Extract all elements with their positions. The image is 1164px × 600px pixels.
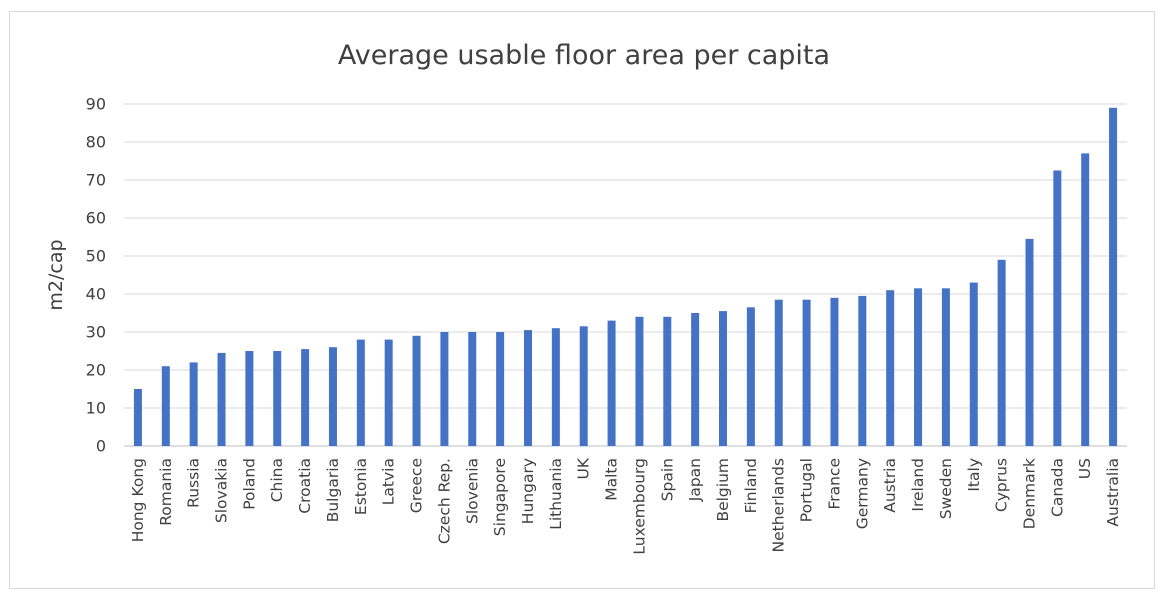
bars (133, 107, 1118, 447)
bar (1081, 153, 1090, 446)
y-axis-ticks: 0 10 20 30 40 50 60 70 80 90 (86, 95, 106, 456)
bar (217, 352, 226, 446)
y-tick-label: 20 (86, 361, 106, 380)
bar (301, 349, 310, 446)
x-tick-label: Ireland (909, 458, 927, 512)
x-tick-label: UK (575, 457, 593, 479)
y-tick-label: 90 (86, 95, 106, 114)
bar (941, 288, 950, 446)
bar (997, 259, 1006, 446)
bar (886, 290, 895, 446)
bar (468, 332, 477, 446)
x-tick-label: US (1076, 458, 1094, 479)
y-tick-label: 80 (86, 133, 106, 152)
x-tick-label: Canada (1048, 458, 1066, 517)
y-tick-label: 0 (96, 437, 106, 456)
bar (1109, 107, 1118, 447)
bar (356, 339, 365, 446)
bar (858, 295, 867, 446)
x-tick-label: Bulgaria (324, 458, 342, 522)
bar (273, 351, 282, 446)
x-tick-label: Hong Kong (129, 458, 147, 542)
bar (746, 307, 755, 446)
bar (830, 297, 839, 446)
x-tick-label: Poland (240, 458, 258, 510)
x-tick-label: Greece (408, 458, 426, 513)
x-tick-label: Austria (881, 458, 899, 513)
bar (523, 330, 532, 446)
bar (328, 347, 337, 446)
y-tick-label: 60 (86, 209, 106, 228)
bar (496, 332, 505, 446)
x-tick-label: Belgium (714, 458, 732, 522)
x-tick-label: Malta (603, 458, 621, 501)
gridlines (124, 103, 1127, 447)
x-tick-label: Japan (686, 458, 704, 502)
x-tick-label: Hungary (519, 458, 537, 524)
bar (189, 362, 198, 446)
bar (412, 335, 421, 446)
x-tick-label: France (825, 458, 843, 510)
x-tick-label: Singapore (491, 458, 509, 536)
x-tick-label: Netherlands (770, 458, 788, 552)
bar (579, 326, 588, 446)
x-tick-label: Latvia (380, 458, 398, 505)
bar (1025, 238, 1034, 446)
y-tick-label: 10 (86, 399, 106, 418)
bar (133, 389, 142, 446)
x-tick-label: Russia (185, 458, 203, 508)
x-tick-label: Denmark (1020, 458, 1038, 529)
x-tick-label: Slovakia (213, 458, 231, 523)
x-tick-label: Australia (1104, 458, 1122, 527)
bar (245, 351, 254, 446)
bar (635, 316, 644, 446)
x-tick-label: Italy (965, 458, 983, 492)
y-tick-label: 70 (86, 171, 106, 190)
x-tick-label: Croatia (296, 458, 314, 514)
x-tick-label: Portugal (798, 458, 816, 522)
y-tick-label: 30 (86, 323, 106, 342)
bar (719, 311, 728, 446)
x-tick-label: Finland (742, 458, 760, 513)
x-tick-label: Spain (658, 458, 676, 501)
bar (774, 299, 783, 446)
y-tick-label: 40 (86, 285, 106, 304)
x-tick-label: Germany (853, 458, 871, 529)
bar (663, 316, 672, 446)
y-axis-label: m2/cap (45, 239, 67, 310)
bar (691, 313, 700, 446)
x-tick-label: Luxembourg (630, 458, 648, 555)
bar (161, 366, 170, 446)
y-tick-label: 50 (86, 247, 106, 266)
bar (551, 328, 560, 446)
x-tick-label: Slovenia (463, 458, 481, 524)
x-tick-label: Estonia (352, 458, 370, 515)
x-tick-label: Sweden (937, 458, 955, 519)
bar (969, 282, 978, 446)
bar (440, 332, 449, 446)
bar (1053, 170, 1062, 446)
x-tick-label: China (268, 458, 286, 502)
chart-title: Average usable floor area per capita (338, 40, 830, 71)
x-axis-labels: Hong Kong Romania Russia Slovakia Poland Chin… (129, 457, 1122, 554)
bar (914, 288, 923, 446)
x-tick-label: Romania (157, 458, 175, 526)
x-tick-label: Czech Rep. (435, 458, 453, 544)
bar (384, 339, 393, 446)
x-tick-label: Cyprus (993, 458, 1011, 512)
bar (802, 299, 811, 446)
bar (607, 320, 616, 446)
chart-frame (9, 11, 1155, 589)
x-tick-label: Lithuania (547, 458, 565, 530)
